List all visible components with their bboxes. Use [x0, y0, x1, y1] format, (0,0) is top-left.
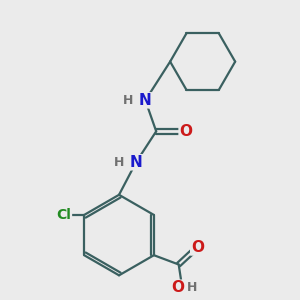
Text: O: O — [191, 240, 204, 255]
Text: H: H — [123, 94, 134, 107]
Text: H: H — [187, 281, 197, 294]
Text: N: N — [130, 155, 142, 170]
Text: H: H — [114, 156, 124, 169]
Text: N: N — [139, 93, 152, 108]
Text: Cl: Cl — [57, 208, 71, 222]
Text: O: O — [172, 280, 184, 295]
Text: O: O — [179, 124, 192, 139]
